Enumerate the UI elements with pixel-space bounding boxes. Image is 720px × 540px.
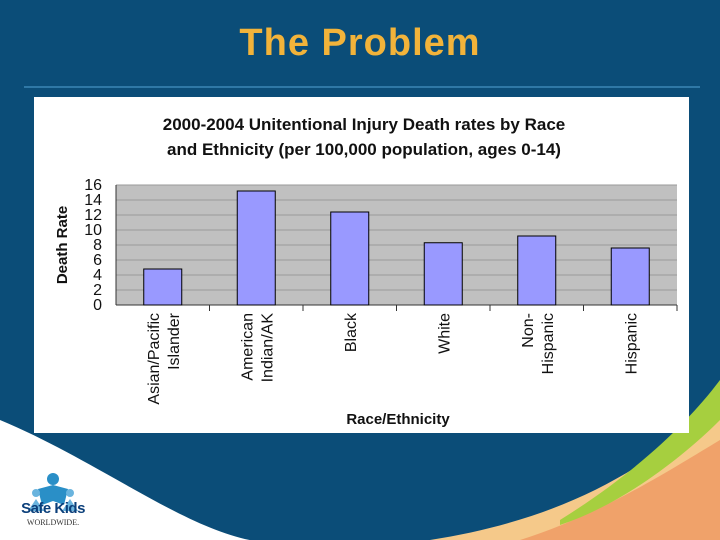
category-label-line: American	[239, 313, 256, 381]
category-label: Asian/Pacific Islander	[146, 312, 183, 404]
category-label-line: Asian/Pacific	[146, 313, 163, 405]
category-label: American Indian/AK	[239, 313, 276, 383]
bar	[330, 211, 370, 306]
category-label: White	[436, 313, 453, 354]
y-tick-label: 14	[84, 192, 102, 209]
logo-subtitle: WORLDWIDE.	[26, 518, 80, 527]
category-label: Non- Hispanic	[520, 313, 557, 374]
category-label-line: Hispanic	[540, 313, 557, 374]
bar	[517, 235, 557, 306]
y-tick-label: 8	[93, 237, 102, 254]
logo-name: Safe Kids	[21, 500, 85, 517]
bars	[143, 190, 650, 306]
category-label: Hispanic	[623, 313, 640, 374]
y-tick-label: 6	[93, 252, 102, 269]
category-label-line: White	[436, 313, 453, 354]
category-label-line: Hispanic	[623, 313, 640, 374]
bar	[236, 190, 276, 306]
bar	[610, 247, 650, 306]
category-label-line: Indian/AK	[259, 313, 276, 383]
chart-panel: 2000-2004 Unitentional Injury Death rate…	[34, 97, 689, 433]
category-labels: Asian/Pacific Islander American Indian/AK Bl…	[146, 305, 678, 405]
safe-kids-logo-icon	[28, 473, 78, 511]
slide-title: The Problem	[239, 22, 481, 64]
chart-title-line-1: 2000-2004 Unitentional Injury Death rate…	[163, 115, 566, 134]
chart-title-line-2: and Ethnicity (per 100,000 population, a…	[167, 140, 561, 159]
bar-chart: 2000-2004 Unitentional Injury Death rate…	[54, 115, 678, 428]
title-divider	[24, 86, 700, 88]
y-tick-label: 16	[84, 177, 102, 194]
y-axis-label: Death Rate	[54, 206, 71, 284]
y-tick-label: 10	[84, 222, 102, 239]
category-label-line: Black	[343, 312, 360, 352]
category-label-line: Islander	[166, 312, 183, 370]
y-tick-label: 0	[93, 297, 102, 314]
bar	[423, 242, 463, 306]
category-label: Black	[343, 312, 360, 352]
x-axis-label: Race/Ethnicity	[346, 411, 450, 428]
category-label-line: Non-	[520, 313, 537, 348]
y-tick-label: 4	[93, 267, 102, 284]
bar	[143, 268, 183, 306]
y-tick-label: 2	[93, 282, 102, 299]
y-tick-label: 12	[84, 207, 102, 224]
